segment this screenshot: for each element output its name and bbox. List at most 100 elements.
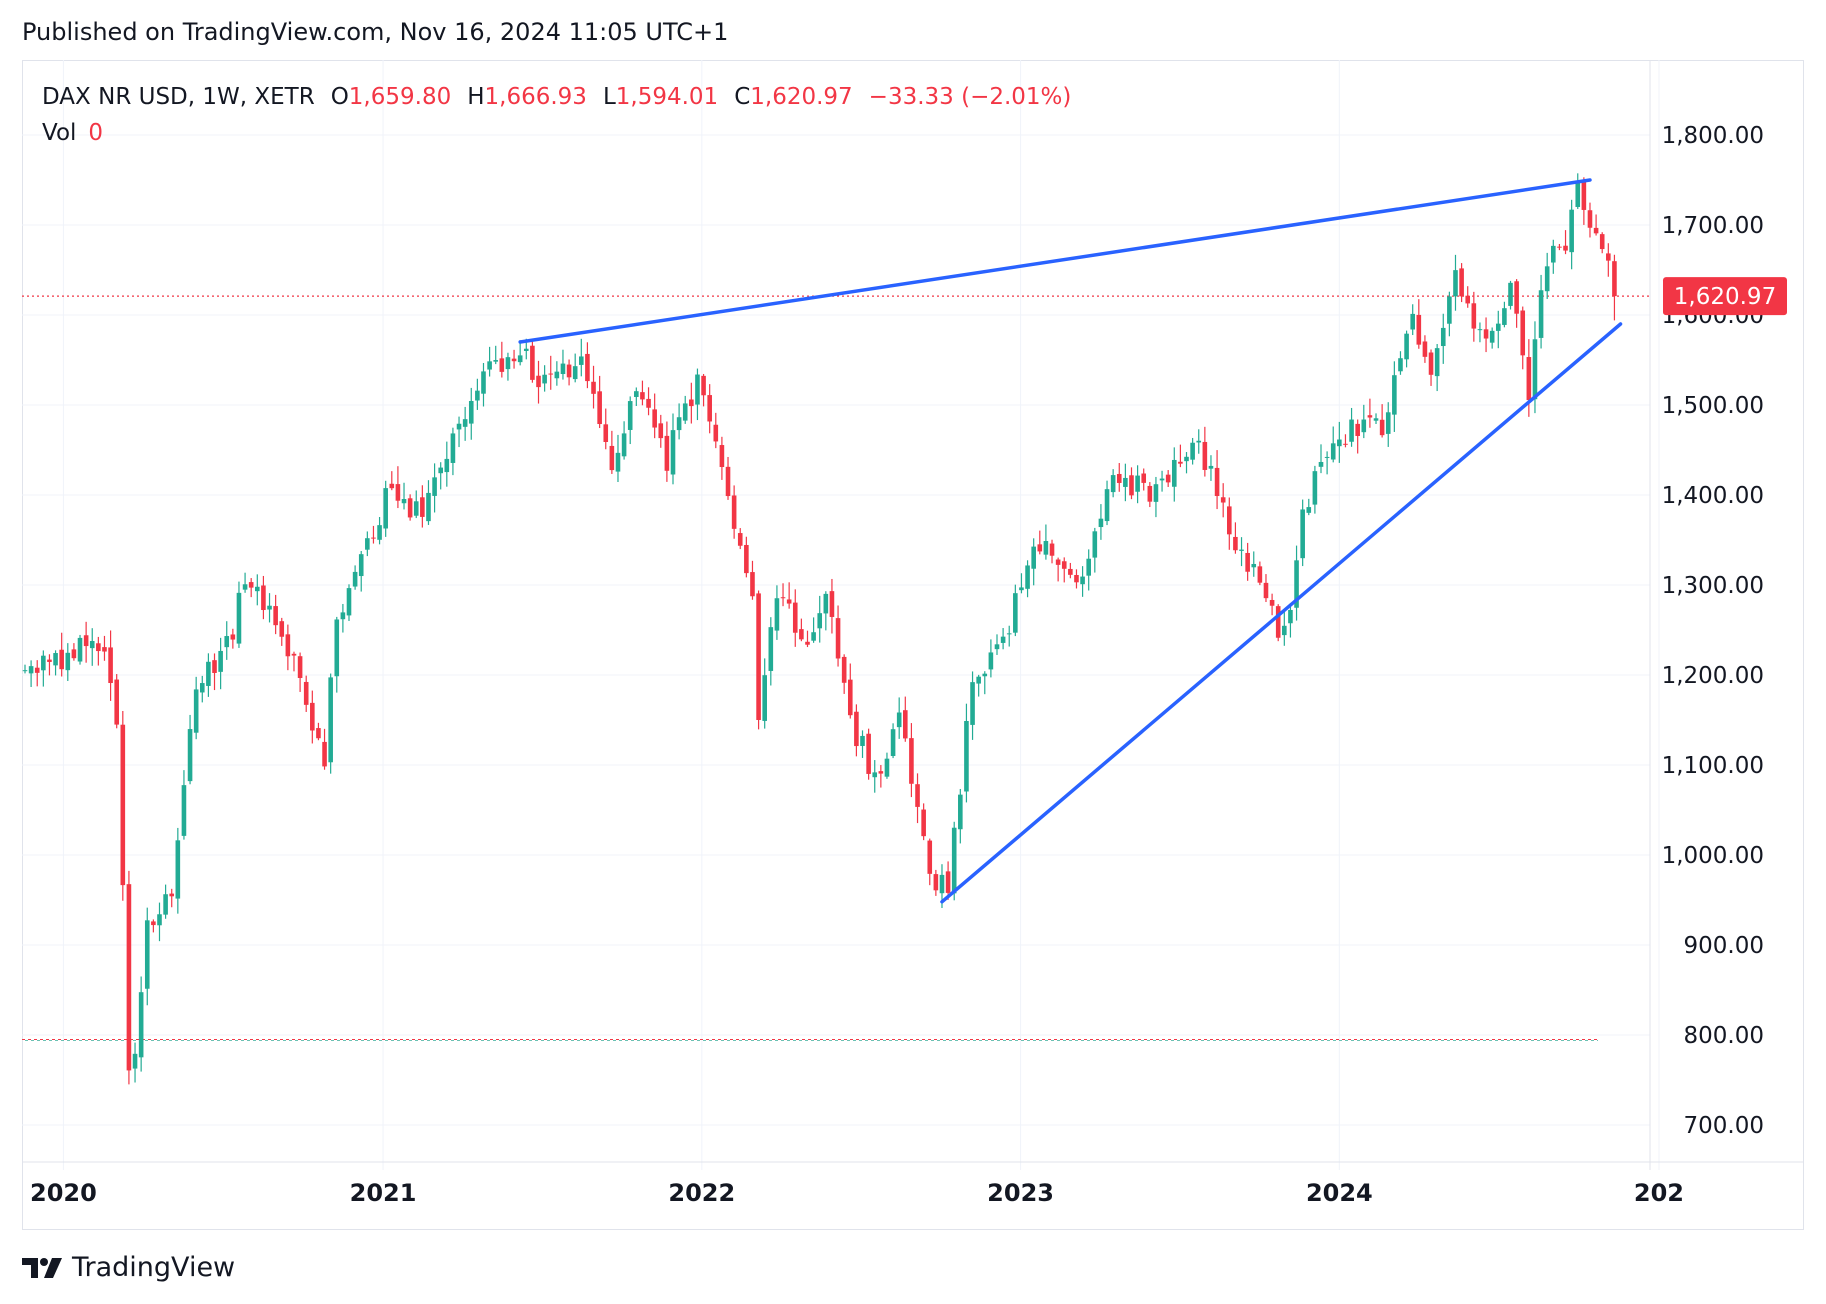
published-caption: Published on TradingView.com, Nov 16, 20… — [22, 18, 729, 46]
candle-body — [1312, 471, 1318, 505]
candle — [1459, 263, 1464, 303]
price-tick-label: 1,200.00 — [1662, 663, 1764, 689]
candle — [530, 339, 535, 383]
candle-body — [640, 392, 645, 400]
candle — [187, 714, 193, 785]
candle — [658, 414, 664, 448]
candle — [615, 434, 621, 483]
candle — [1239, 537, 1244, 567]
candle-body — [774, 598, 780, 631]
legend-open-label: O — [330, 84, 349, 110]
candle — [132, 1042, 138, 1083]
candle-body — [218, 650, 223, 672]
candle — [83, 621, 89, 663]
candle-body — [554, 371, 560, 379]
candle-body — [1190, 442, 1195, 460]
candle — [34, 660, 40, 687]
candle-body — [1202, 441, 1208, 470]
candle — [921, 803, 926, 841]
candle — [426, 480, 431, 525]
candle — [994, 634, 1000, 655]
candle — [1282, 609, 1287, 646]
candle-body — [799, 629, 804, 640]
price-tick-label: 1,100.00 — [1662, 753, 1764, 779]
candle — [1355, 419, 1360, 454]
candle — [903, 696, 908, 742]
candle — [1300, 499, 1305, 567]
candle-body — [1257, 566, 1263, 583]
candle — [420, 485, 425, 528]
legend-low-value: 1,594.01 — [615, 84, 719, 110]
candle-body — [756, 593, 761, 720]
candle-body — [1269, 599, 1275, 606]
candle — [1538, 274, 1544, 349]
candle-body — [1214, 467, 1220, 497]
candle-body — [1049, 543, 1055, 556]
candle-body — [1184, 456, 1189, 462]
legend-close-label: C — [734, 84, 751, 110]
candle-body — [915, 784, 920, 807]
candle — [695, 368, 700, 421]
candle — [1190, 437, 1195, 465]
candle-body — [1379, 419, 1385, 436]
time-tick-label: 2021 — [350, 1179, 417, 1207]
candle — [340, 603, 346, 633]
candle — [255, 574, 260, 606]
candle-body — [1361, 419, 1367, 433]
candle-body — [1000, 636, 1006, 643]
legend-change: −33.33 (−2.01%) — [868, 84, 1072, 110]
candle — [1593, 214, 1599, 236]
candle — [1373, 413, 1379, 425]
candle — [591, 365, 596, 409]
candle — [291, 651, 297, 672]
candle-body — [1006, 633, 1012, 635]
candle-body — [1068, 568, 1073, 575]
candle — [377, 517, 382, 545]
candle — [1123, 463, 1128, 502]
candle — [487, 346, 492, 377]
candle-body — [1367, 415, 1373, 418]
candle-body — [199, 683, 205, 693]
candle — [640, 380, 645, 406]
candle-body — [157, 914, 162, 926]
candle-body — [505, 357, 511, 370]
candle-body — [903, 710, 908, 739]
trendline-upper[interactable] — [518, 178, 1592, 344]
candle — [1514, 279, 1519, 328]
candle — [395, 466, 401, 509]
candle — [1312, 465, 1318, 514]
candle-body — [1074, 575, 1079, 583]
candle — [1557, 243, 1562, 251]
legend-symbol: DAX NR USD, 1W, XETR — [42, 84, 315, 110]
candle-body — [768, 627, 774, 671]
candle-body — [835, 618, 841, 659]
candle — [603, 408, 609, 450]
candle-body — [273, 606, 278, 626]
candle-body — [1526, 357, 1532, 401]
candle-body — [707, 395, 712, 422]
candle — [1135, 465, 1140, 504]
candle-body — [579, 356, 584, 365]
candle — [670, 413, 676, 485]
candle — [1489, 327, 1495, 349]
candle — [676, 403, 682, 440]
candle-body — [47, 659, 52, 662]
candle-body — [481, 371, 486, 394]
tradingview-footer[interactable]: TradingView — [22, 1252, 235, 1283]
candle — [572, 353, 578, 383]
candle-body — [255, 586, 260, 592]
candle-body — [609, 445, 615, 471]
candle-body — [297, 656, 303, 678]
trendline-lower[interactable] — [940, 322, 1623, 904]
candle-body — [71, 649, 77, 659]
candle — [493, 345, 499, 365]
candle — [597, 375, 602, 429]
candle-body — [1471, 303, 1477, 329]
candle — [1544, 252, 1550, 299]
candle-body — [267, 605, 272, 610]
candle-body — [1373, 418, 1379, 421]
candle — [1080, 566, 1085, 597]
candle — [1037, 530, 1043, 555]
candle — [566, 359, 572, 386]
